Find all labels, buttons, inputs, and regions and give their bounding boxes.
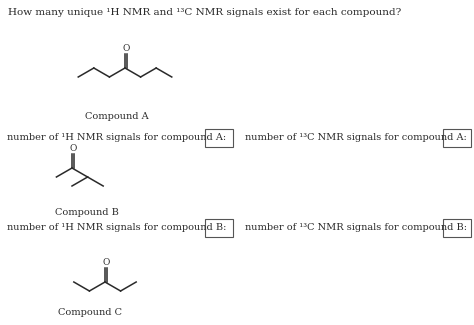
Text: O: O — [69, 144, 77, 153]
Text: number of ¹H NMR signals for compound B:: number of ¹H NMR signals for compound B: — [7, 224, 227, 232]
Text: O: O — [102, 258, 109, 267]
Text: number of ¹³C NMR signals for compound A:: number of ¹³C NMR signals for compound A… — [245, 134, 467, 142]
Text: How many unique ¹H NMR and ¹³C NMR signals exist for each compound?: How many unique ¹H NMR and ¹³C NMR signa… — [8, 8, 401, 17]
Text: number of ¹H NMR signals for compound A:: number of ¹H NMR signals for compound A: — [7, 134, 226, 142]
Bar — [443, 219, 471, 237]
Bar — [205, 219, 233, 237]
Bar — [443, 129, 471, 147]
Text: Compound B: Compound B — [55, 208, 119, 217]
Text: number of ¹³C NMR signals for compound B:: number of ¹³C NMR signals for compound B… — [245, 224, 467, 232]
Bar — [205, 129, 233, 147]
Text: Compound A: Compound A — [85, 112, 149, 121]
Text: O: O — [122, 44, 130, 53]
Text: Compound C: Compound C — [58, 308, 122, 317]
